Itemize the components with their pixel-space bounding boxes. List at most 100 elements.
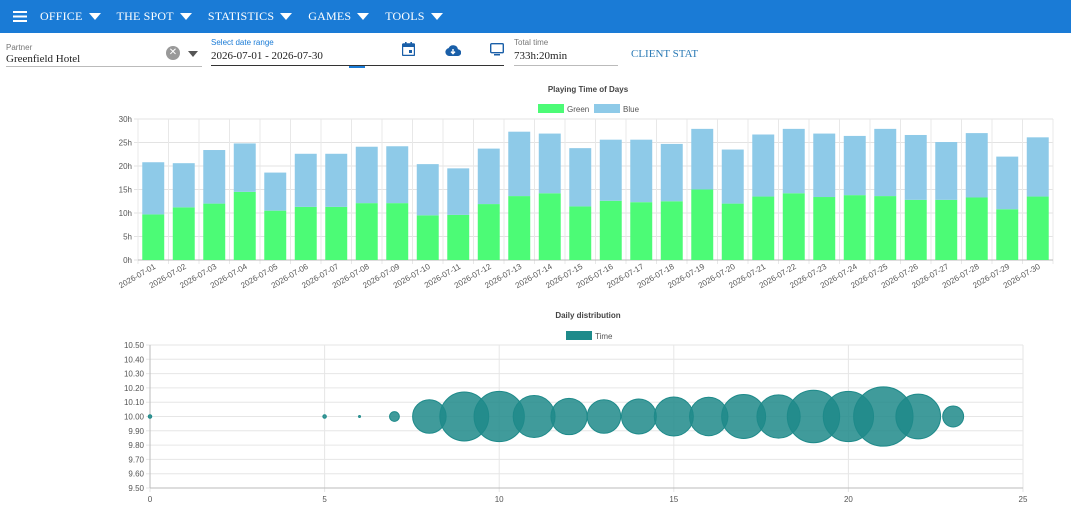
y-tick-label: 25h xyxy=(119,139,132,148)
legend-swatch xyxy=(566,331,592,340)
date-range-value: 2026-07-01 - 2026-07-30 xyxy=(211,50,323,62)
menu-icon[interactable] xyxy=(0,0,40,33)
bar-blue xyxy=(691,128,714,190)
y-tick-label: 9.50 xyxy=(128,484,144,493)
nav-item-tools[interactable]: TOOLS xyxy=(385,0,443,33)
y-tick-label: 10.30 xyxy=(124,370,145,379)
bar-green xyxy=(264,210,287,260)
chevron-down-icon[interactable] xyxy=(188,51,198,57)
legend-swatch xyxy=(594,104,620,113)
bubble-point xyxy=(389,411,400,422)
bar-blue xyxy=(294,153,317,207)
bar-green xyxy=(447,214,470,260)
x-tick-label: 0 xyxy=(148,495,153,504)
bar-blue xyxy=(355,146,378,204)
nav-item-label: OFFICE xyxy=(40,9,83,23)
bar-blue xyxy=(477,148,500,205)
x-tick-label: 10 xyxy=(495,495,504,504)
y-tick-label: 10.40 xyxy=(124,355,145,364)
total-time-label: Total time xyxy=(514,38,549,47)
clear-icon[interactable]: ✕ xyxy=(166,46,180,60)
chevron-down-icon xyxy=(88,13,101,20)
bar-green xyxy=(630,202,653,260)
y-tick-label: 5h xyxy=(123,233,132,242)
bar-blue xyxy=(569,148,592,207)
x-tick-label: 25 xyxy=(1019,495,1028,504)
bar-blue xyxy=(386,146,409,204)
bar-green xyxy=(752,196,775,260)
y-tick-label: 10.20 xyxy=(124,384,145,393)
bar-blue xyxy=(752,134,775,197)
bar-blue xyxy=(904,134,927,200)
nav-item-games[interactable]: GAMES xyxy=(308,0,370,33)
bar-green xyxy=(172,207,195,260)
client-stat-link[interactable]: CLIENT STAT xyxy=(631,48,699,60)
x-tick-label: 15 xyxy=(669,495,678,504)
chevron-down-icon xyxy=(280,13,293,20)
y-tick-label: 9.70 xyxy=(128,455,144,464)
cloud-download-icon[interactable] xyxy=(445,43,462,61)
bar-blue xyxy=(935,142,958,200)
x-tick-label: 20 xyxy=(844,495,853,504)
bar-green xyxy=(538,193,561,260)
bar-green xyxy=(477,204,500,260)
bubble-point xyxy=(550,397,588,436)
bar-blue xyxy=(996,156,1019,210)
bar-green xyxy=(569,206,592,260)
bar-blue xyxy=(325,153,348,207)
bar-green xyxy=(233,191,256,260)
partner-select[interactable]: Partner Greenfield Hotel xyxy=(6,43,202,67)
nav-item-label: TOOLS xyxy=(385,9,425,23)
chart-title: Daily distribution xyxy=(555,311,620,320)
y-tick-label: 9.90 xyxy=(128,427,144,436)
nav-item-label: GAMES xyxy=(308,9,352,23)
chevron-down-icon xyxy=(430,13,443,20)
bar-green xyxy=(142,214,165,260)
date-range-input[interactable]: Select date range 2026-07-01 - 2026-07-3… xyxy=(211,38,504,66)
nav-item-office[interactable]: OFFICE xyxy=(40,0,101,33)
nav-item-statistics[interactable]: STATISTICS xyxy=(207,0,293,33)
bar-green xyxy=(416,215,439,260)
bar-blue xyxy=(416,164,439,216)
y-tick-label: 20h xyxy=(119,162,132,171)
bar-green xyxy=(904,199,927,260)
bar-blue xyxy=(233,143,256,192)
legend-label: Time xyxy=(595,332,613,341)
y-tick-label: 30h xyxy=(119,115,132,124)
input-focus-accent xyxy=(349,66,365,68)
bar-blue xyxy=(538,133,561,194)
bar-green xyxy=(599,200,622,260)
bar-blue xyxy=(142,162,165,215)
bar-green xyxy=(935,199,958,260)
bar-green xyxy=(660,201,683,260)
bar-green xyxy=(355,203,378,260)
bar-green xyxy=(874,196,897,260)
bar-green xyxy=(721,203,744,260)
bubble-point xyxy=(586,399,622,434)
nav-item-the-spot[interactable]: THE SPOT xyxy=(117,0,192,33)
bar-green xyxy=(813,197,836,260)
bubble-point xyxy=(653,396,694,437)
total-time-value: 733h:20min xyxy=(514,50,568,62)
monitor-icon[interactable] xyxy=(489,42,505,61)
y-tick-label: 0h xyxy=(123,256,132,265)
bar-green xyxy=(294,206,317,260)
daily-distribution-bubble-chart: Daily distribution Time 9.50 9.60 9.70 9.80 9.… xyxy=(124,311,1028,504)
x-tick-label: 5 xyxy=(322,495,327,504)
bar-green xyxy=(996,209,1019,260)
chart-title: Playing Time of Days xyxy=(548,85,629,94)
legend-label: Green xyxy=(567,105,589,114)
bar-blue xyxy=(508,131,531,197)
bar-blue xyxy=(599,139,622,201)
bubble-point xyxy=(512,395,556,438)
bubble-point xyxy=(322,414,327,419)
bar-green xyxy=(691,189,714,260)
calendar-icon[interactable] xyxy=(401,42,416,61)
y-tick-label: 9.60 xyxy=(128,470,144,479)
bar-blue xyxy=(843,135,866,196)
bar-green xyxy=(843,195,866,260)
y-tick-label: 10.00 xyxy=(124,413,145,422)
nav-item-label: STATISTICS xyxy=(207,9,275,23)
bar-blue xyxy=(813,133,836,198)
bubble-point xyxy=(147,414,153,419)
